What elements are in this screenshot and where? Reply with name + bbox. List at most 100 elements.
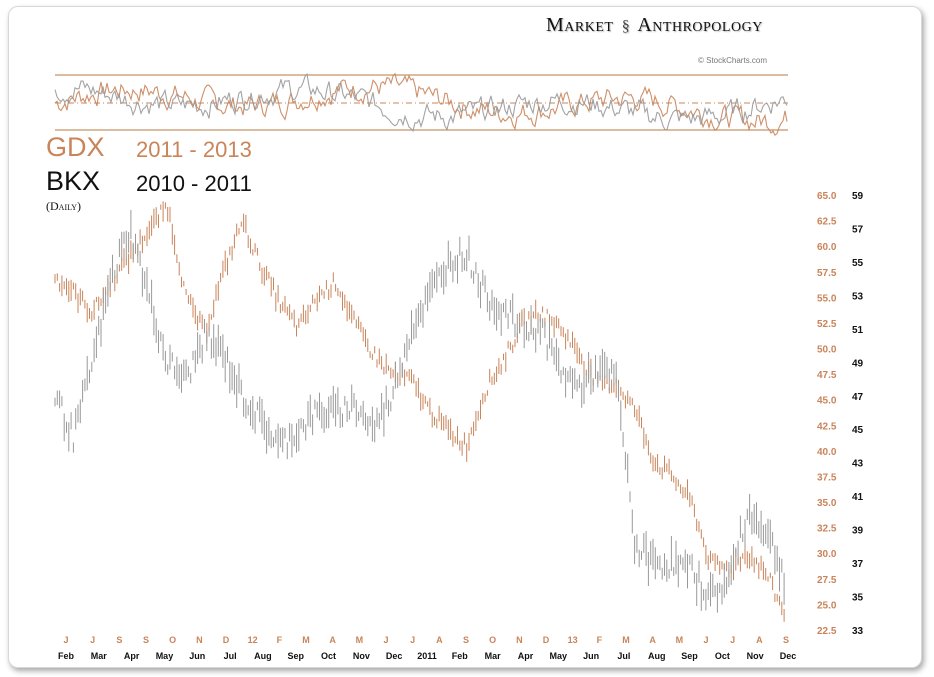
bkx-tick-label: 51 [852, 325, 864, 336]
gdx-tick-label: 25.0 [817, 600, 837, 611]
bkx-month-label: Nov [353, 651, 370, 661]
gdx-month-label: D [543, 635, 550, 645]
bkx-tick-label: 35 [852, 593, 864, 604]
gdx-month-label: M [356, 635, 364, 645]
gdx-month-label: J [410, 635, 415, 645]
price-bars [54, 201, 785, 622]
gdx-month-label: D [223, 635, 230, 645]
gdx-tick-label: 42.5 [817, 421, 837, 432]
bkx-month-label: Nov [747, 651, 764, 661]
series-bkx [54, 210, 785, 613]
bkx-month-label: Jun [583, 651, 599, 661]
bkx-month-label: Jul [224, 651, 237, 661]
gdx-month-label: S [143, 635, 149, 645]
gdx-tick-label: 27.5 [817, 575, 837, 586]
bkx-month-label: Feb [58, 651, 75, 661]
bkx-month-label: Aug [254, 651, 272, 661]
gdx-tick-label: 50.0 [817, 345, 837, 356]
brand-logo: Market § Anthropology [546, 14, 763, 37]
bkx-month-label: Sep [681, 651, 698, 661]
gdx-month-label: J [703, 635, 708, 645]
gdx-month-label: O [489, 635, 496, 645]
bkx-tick-label: 39 [852, 526, 864, 537]
oscillator-panel [54, 72, 788, 137]
gdx-month-label: J [90, 635, 95, 645]
legend-bkx-name: BKX [46, 166, 101, 196]
bkx-tick-label: 49 [852, 358, 864, 369]
gdx-month-label: 12 [248, 635, 258, 645]
gdx-tick-label: 47.5 [817, 370, 837, 381]
bkx-tick-label: 55 [852, 258, 864, 269]
bkx-month-label: Feb [452, 651, 469, 661]
gdx-month-label: J [383, 635, 388, 645]
bkx-tick-label: 47 [852, 392, 864, 403]
axis-ticks: 65.0 62.5 60.0 57.5 55.0 52.5 50.0 47.5 45.0 42.5… [58, 191, 864, 661]
bkx-month-label: Dec [780, 651, 797, 661]
bkx-month-label: Oct [321, 651, 336, 661]
bkx-tick-label: 37 [852, 559, 864, 570]
gdx-tick-label: 55.0 [817, 293, 837, 304]
gdx-tick-label: 37.5 [817, 472, 837, 483]
brand-market: Market [546, 14, 614, 36]
bkx-tick-label: 59 [852, 191, 864, 202]
bkx-month-label: Dec [386, 651, 403, 661]
gdx-month-label: O [169, 635, 176, 645]
bkx-month-label: Apr [518, 651, 534, 661]
gdx-month-label: M [622, 635, 630, 645]
bkx-month-label: 2011 [417, 651, 437, 661]
gdx-month-label: A [436, 635, 443, 645]
gdx-tick-label: 62.5 [817, 217, 837, 228]
bkx-month-label: May [550, 651, 568, 661]
bkx-tick-label: 53 [852, 291, 864, 302]
bkx-month-label: Jul [617, 651, 630, 661]
series-gdx [54, 201, 785, 622]
bkx-month-label: May [156, 651, 174, 661]
gdx-month-label: 13 [568, 635, 578, 645]
bkx-tick-label: 43 [852, 459, 864, 470]
bkx-tick-label: 33 [852, 626, 864, 637]
bkx-month-label: Jun [189, 651, 205, 661]
gdx-month-label: A [756, 635, 763, 645]
gdx-month-label: M [676, 635, 684, 645]
bkx-month-label: Mar [91, 651, 108, 661]
gdx-month-label: A [649, 635, 656, 645]
gdx-tick-label: 65.0 [817, 191, 837, 202]
legend-bkx-range: 2010 - 2011 [136, 171, 252, 196]
legend-frequency: (Daily) [46, 199, 81, 213]
bkx-tick-label: 41 [852, 492, 864, 503]
gdx-tick-label: 32.5 [817, 524, 837, 535]
gdx-month-label: N [196, 635, 203, 645]
bkx-month-label: Apr [124, 651, 140, 661]
bkx-month-label: Mar [485, 651, 502, 661]
gdx-tick-label: 57.5 [817, 268, 837, 279]
gdx-month-label: S [116, 635, 122, 645]
gdx-month-label: S [783, 635, 789, 645]
gdx-month-label: J [730, 635, 735, 645]
dna-helix-icon: § [621, 18, 631, 35]
bkx-tick-label: 45 [852, 425, 864, 436]
gdx-tick-label: 52.5 [817, 319, 837, 330]
osc-line-bkx [54, 72, 788, 133]
brand-anthropology: Anthropology [637, 14, 763, 36]
gdx-tick-label: 45.0 [817, 396, 837, 407]
bkx-tick-label: 57 [852, 224, 864, 235]
gdx-tick-label: 40.0 [817, 447, 837, 458]
gdx-month-label: F [597, 635, 603, 645]
bkx-month-label: Oct [715, 651, 730, 661]
gdx-month-label: J [63, 635, 68, 645]
legend-gdx-range: 2011 - 2013 [136, 137, 252, 162]
gdx-tick-label: 22.5 [817, 626, 837, 637]
bkx-month-label: Aug [648, 651, 666, 661]
gdx-month-label: A [329, 635, 336, 645]
gdx-tick-label: 30.0 [817, 549, 837, 560]
gdx-month-label: N [516, 635, 523, 645]
legend-gdx-name: GDX [46, 132, 105, 162]
gdx-tick-label: 60.0 [817, 242, 837, 253]
bkx-month-label: Sep [287, 651, 304, 661]
gdx-month-label: F [277, 635, 283, 645]
gdx-tick-label: 35.0 [817, 498, 837, 509]
stockcharts-credit: © StockCharts.com [698, 56, 768, 65]
gdx-month-label: S [463, 635, 469, 645]
gdx-month-label: M [302, 635, 310, 645]
